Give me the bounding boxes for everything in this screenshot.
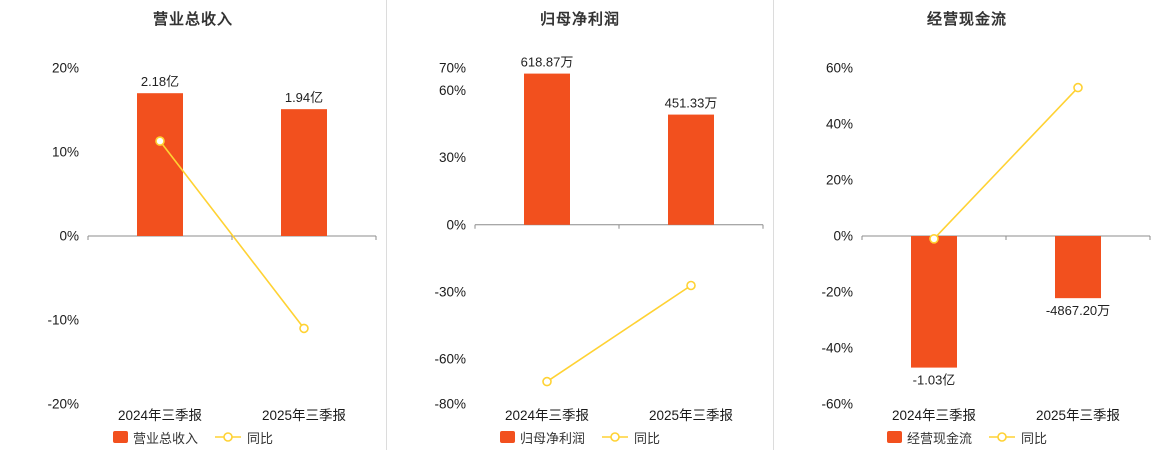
panel-divider: [773, 0, 774, 450]
svg-text:618.87万: 618.87万: [521, 55, 574, 70]
svg-text:451.33万: 451.33万: [665, 96, 718, 111]
legend-item-line: 同比: [214, 428, 273, 447]
legend-label-bar: 经营现金流: [906, 430, 972, 446]
line-swatch-icon: [988, 431, 1016, 443]
svg-text:-10%: -10%: [47, 313, 79, 328]
svg-text:-60%: -60%: [821, 397, 853, 412]
chart-title: 营业总收入: [152, 11, 233, 28]
svg-text:70%: 70%: [439, 61, 466, 76]
svg-text:30%: 30%: [439, 150, 466, 165]
svg-text:-40%: -40%: [821, 341, 853, 356]
svg-text:-80%: -80%: [434, 397, 466, 412]
svg-text:20%: 20%: [826, 173, 853, 188]
chart-legend: 归母净利润 同比: [499, 424, 660, 450]
svg-text:2.18亿: 2.18亿: [141, 74, 179, 89]
bar-swatch-icon: [886, 431, 902, 443]
svg-text:1.94亿: 1.94亿: [285, 90, 323, 105]
legend-label-bar: 归母净利润: [519, 430, 585, 446]
chart-panel-revenue: 营业总收入 20% 10% 0% -10% -20% 2.18亿 1.94亿 2024年三季报…: [0, 0, 386, 450]
svg-text:20%: 20%: [52, 61, 79, 76]
svg-text:-20%: -20%: [47, 397, 79, 412]
svg-text:60%: 60%: [826, 61, 853, 76]
legend-item-bar: 营业总收入: [112, 428, 198, 447]
chart-legend: 经营现金流 同比: [886, 424, 1047, 450]
legend-label-line: 同比: [634, 430, 661, 446]
svg-text:10%: 10%: [52, 145, 79, 160]
cashflow-plot: 60% 40% 20% 0% -20% -40% -60% -1.03亿 -4867.20万 20…: [821, 61, 1151, 423]
chart-panel-operating-cashflow: 经营现金流 60% 40% 20% 0% -20% -40% -60% -1.03亿 -4867…: [774, 0, 1160, 450]
line-swatch-icon: [214, 431, 242, 443]
revenue-plot: 20% 10% 0% -10% -20% 2.18亿 1.94亿 2024年三季报 2025年三…: [47, 61, 377, 423]
line-swatch-icon: [601, 431, 629, 443]
svg-text:-1.03亿: -1.03亿: [913, 373, 956, 388]
panel-divider: [386, 0, 387, 450]
svg-text:-30%: -30%: [434, 285, 466, 300]
legend-item-line: 同比: [988, 428, 1047, 447]
svg-text:2024年三季报: 2024年三季报: [118, 408, 202, 423]
legend-item-bar: 归母净利润: [499, 428, 585, 447]
svg-text:0%: 0%: [833, 229, 853, 244]
svg-text:-20%: -20%: [821, 285, 853, 300]
svg-text:-60%: -60%: [434, 352, 466, 367]
chart-title: 归母净利润: [539, 11, 620, 28]
legend-label-line: 同比: [247, 430, 274, 446]
svg-text:2025年三季报: 2025年三季报: [1036, 408, 1120, 423]
chart-title: 经营现金流: [926, 11, 1007, 28]
chart-panel-net-profit: 归母净利润 70% 60% 30% 0% -30% -60% -80% 618.87万 451.…: [387, 0, 773, 450]
bar-swatch-icon: [112, 431, 128, 443]
svg-text:2024年三季报: 2024年三季报: [892, 408, 976, 423]
bar-swatch-icon: [499, 431, 515, 443]
svg-text:2025年三季报: 2025年三季报: [262, 408, 346, 423]
legend-label-bar: 营业总收入: [132, 430, 198, 446]
legend-item-bar: 经营现金流: [886, 428, 972, 447]
svg-text:60%: 60%: [439, 83, 466, 98]
svg-text:40%: 40%: [826, 117, 853, 132]
svg-text:2025年三季报: 2025年三季报: [649, 408, 733, 423]
svg-text:-4867.20万: -4867.20万: [1046, 303, 1110, 318]
chart-legend: 营业总收入 同比: [112, 424, 273, 450]
net-profit-plot: 70% 60% 30% 0% -30% -60% -80% 618.87万 451.33万 202…: [434, 55, 764, 423]
legend-label-line: 同比: [1021, 430, 1048, 446]
svg-text:2024年三季报: 2024年三季报: [505, 408, 589, 423]
svg-text:0%: 0%: [59, 229, 79, 244]
legend-item-line: 同比: [601, 428, 660, 447]
svg-text:0%: 0%: [446, 217, 466, 232]
